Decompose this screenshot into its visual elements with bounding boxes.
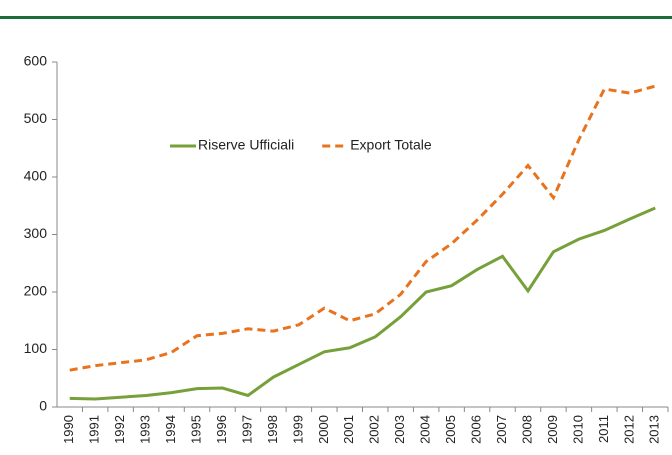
x-tick-label: 1998	[265, 415, 280, 444]
x-tick-label: 1990	[61, 415, 76, 444]
y-tick-label: 400	[24, 168, 48, 184]
y-tick-label: 500	[24, 110, 48, 126]
x-tick-label: 1991	[87, 415, 102, 444]
header-rule	[0, 16, 672, 19]
x-tick-label: 2002	[367, 415, 382, 444]
x-tick-label: 1994	[163, 415, 178, 444]
x-tick-label: 2000	[316, 415, 331, 444]
x-tick-label: 2010	[570, 415, 585, 444]
y-tick-label: 0	[39, 398, 47, 414]
y-tick-label: 100	[24, 340, 48, 356]
x-tick-label: 2012	[621, 415, 636, 444]
x-tick-label: 2006	[469, 415, 484, 444]
x-tick-label: 2005	[443, 415, 458, 444]
y-tick-label: 300	[24, 225, 48, 241]
x-tick-label: 2004	[418, 415, 433, 444]
x-tick-label: 1993	[138, 415, 153, 444]
y-tick-label: 200	[24, 283, 48, 299]
x-tick-label: 1992	[112, 415, 127, 444]
x-tick-label: 2013	[647, 415, 662, 444]
x-tick-label: 2001	[341, 415, 356, 444]
x-tick-label: 2011	[596, 415, 611, 443]
x-tick-label: 2009	[545, 415, 560, 444]
x-tick-label: 2008	[519, 415, 534, 444]
y-tick-label: 600	[24, 53, 48, 69]
x-tick-label: 1999	[290, 415, 305, 444]
x-tick-label: 1996	[214, 415, 229, 444]
legend-label: Riserve Ufficiali	[198, 137, 294, 153]
x-tick-label: 1997	[239, 415, 254, 444]
x-tick-label: 1995	[188, 415, 203, 444]
series-line	[69, 206, 656, 401]
x-tick-label: 2003	[392, 415, 407, 444]
legend-label: Export Totale	[350, 137, 432, 153]
x-tick-label: 2007	[494, 415, 509, 444]
series-line	[69, 84, 656, 372]
